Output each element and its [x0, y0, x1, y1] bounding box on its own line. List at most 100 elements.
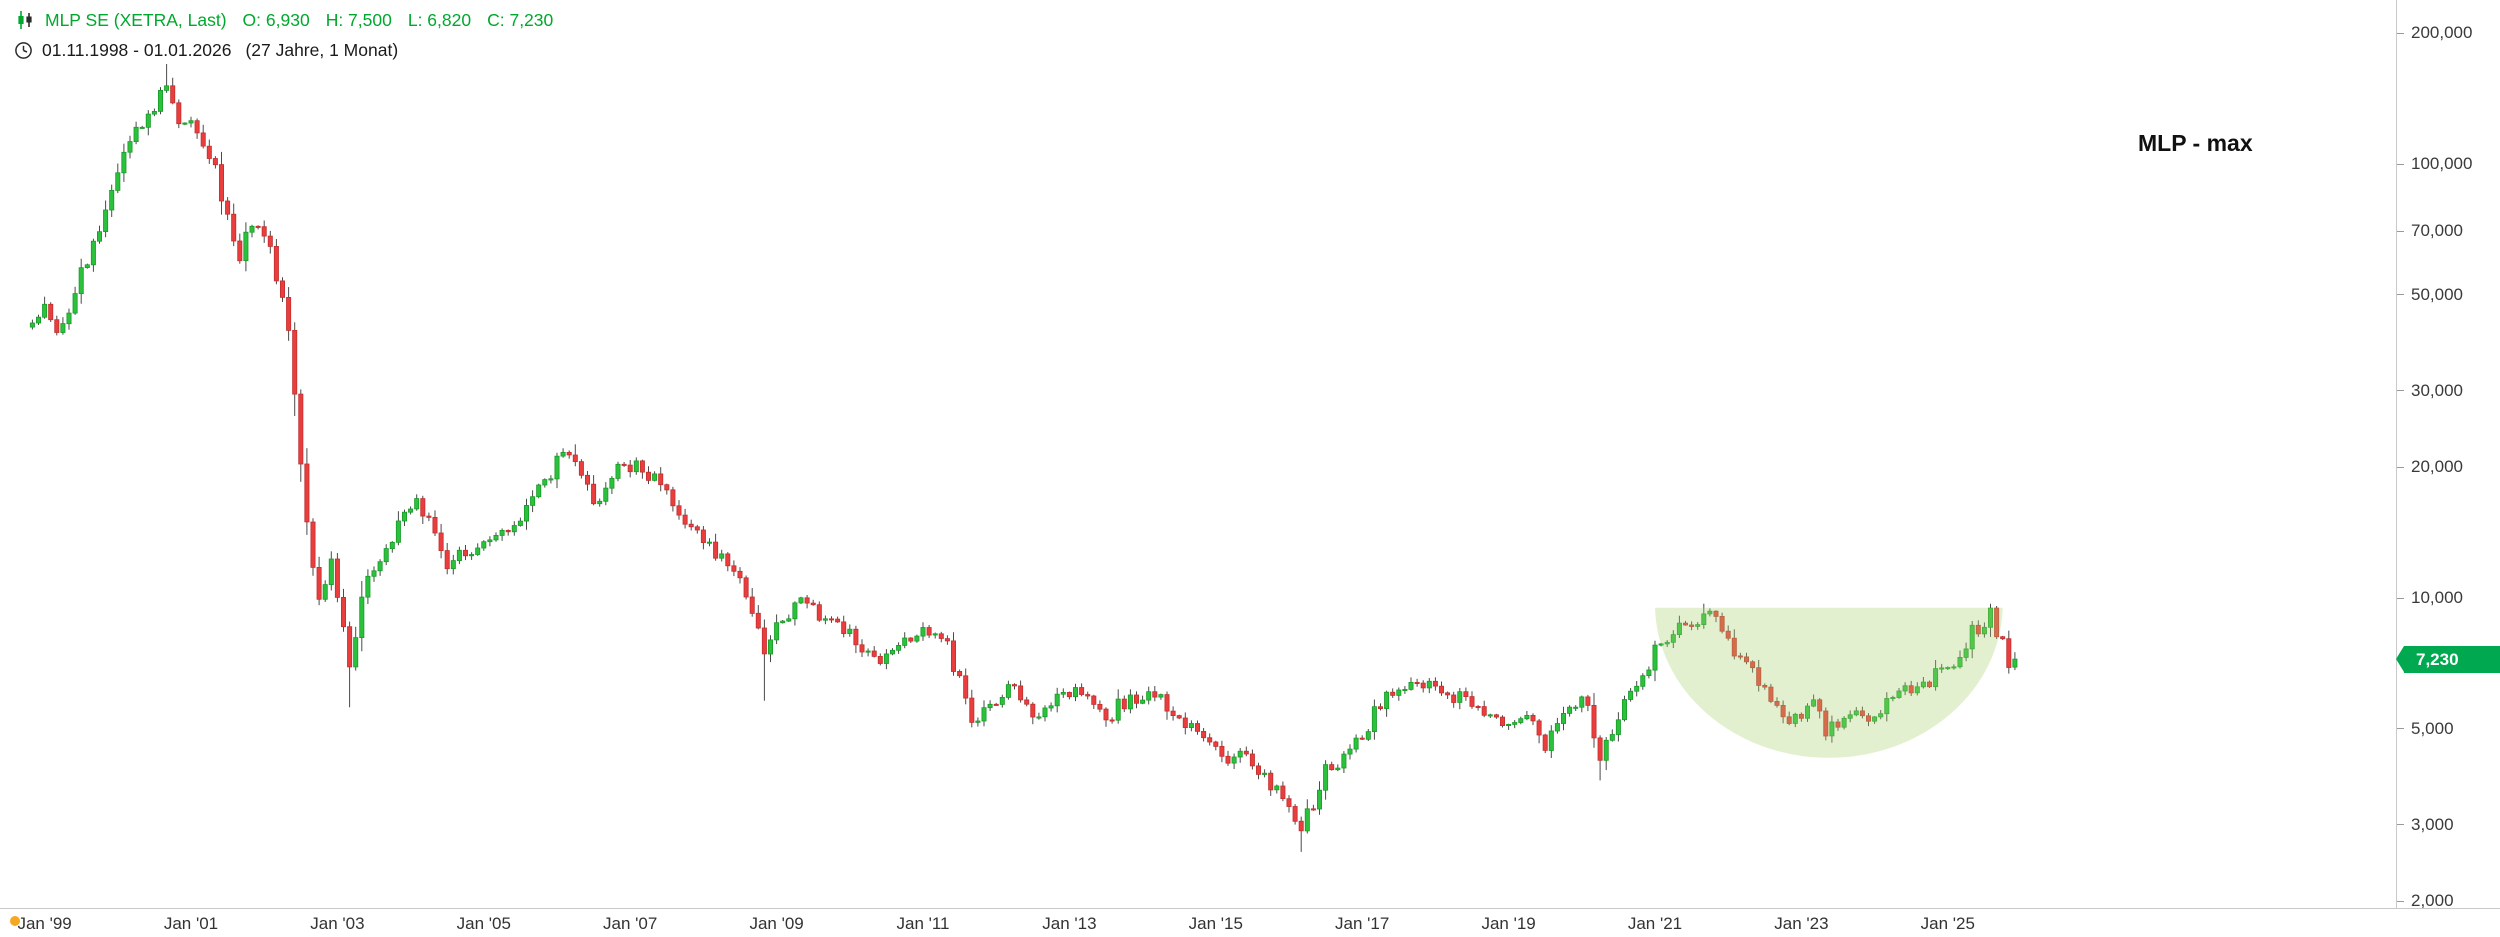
candlestick-icon: [18, 11, 32, 29]
candle-body: [1378, 706, 1384, 710]
candle-body: [1707, 610, 1713, 615]
candle-body: [1304, 808, 1310, 832]
candle-body: [1512, 722, 1518, 725]
candle-body: [1341, 753, 1347, 769]
candle-body: [432, 517, 438, 534]
candle-body: [1359, 737, 1365, 740]
candle-body: [1506, 724, 1512, 727]
close-value: C: 7,230: [487, 9, 554, 30]
candle-body: [1262, 772, 1268, 775]
tick-mark: [2397, 900, 2404, 902]
candle-body: [1249, 753, 1255, 767]
candle-body: [2006, 638, 2012, 668]
candle-body: [97, 231, 103, 242]
price-tick: 100,000: [2397, 154, 2472, 174]
candle-body: [115, 172, 121, 191]
candle-body: [774, 622, 780, 641]
candle-body: [786, 618, 792, 622]
candle-body: [1243, 750, 1249, 755]
candle-body: [932, 633, 938, 636]
candle-body: [1945, 667, 1951, 670]
time-tick-label: Jan '09: [749, 914, 804, 933]
time-axis[interactable]: Jan '99 Jan '01 Jan '03 Jan '05 Jan '07 Jan '…: [0, 908, 2500, 937]
price-tick: 3,000: [2397, 815, 2454, 835]
series-watermark-label: MLP - max: [2138, 130, 2253, 156]
candle-body: [1927, 681, 1933, 688]
candle-body: [261, 226, 267, 237]
candle-body: [859, 644, 865, 653]
candle-body: [841, 621, 847, 635]
candle-body: [1988, 607, 1994, 628]
price-tick-label: 20,000: [2411, 457, 2463, 477]
candle-body: [1408, 682, 1414, 690]
candlestick-chart-canvas[interactable]: [0, 0, 2396, 908]
candle-body: [487, 539, 493, 543]
candle-body: [176, 102, 182, 125]
candle-body: [1152, 691, 1158, 698]
candle-body: [1493, 714, 1499, 718]
candle-body: [267, 235, 273, 247]
candle-body: [1963, 648, 1969, 658]
candle-body: [481, 541, 487, 549]
price-tick: 20,000: [2397, 457, 2463, 477]
candle-body: [1792, 713, 1798, 724]
price-axis[interactable]: 200,000 100,000 70,000 50,000 30,000 20,000 10…: [2396, 0, 2500, 937]
candle-body: [462, 549, 468, 557]
candle-body: [1994, 607, 2000, 638]
candle-body: [1012, 684, 1018, 687]
candle-body: [1127, 694, 1133, 710]
time-tick-label: Jan '21: [1627, 914, 1683, 933]
time-tick-label: Jan '19: [1481, 914, 1536, 933]
candle-body: [1109, 719, 1115, 722]
candle-body: [1896, 690, 1902, 698]
candle-body: [737, 570, 743, 579]
candle-body: [389, 541, 395, 549]
candle-body: [377, 561, 383, 572]
candle-body: [475, 547, 481, 555]
candle-body: [560, 451, 566, 457]
candle-body: [1121, 698, 1127, 710]
candle-body: [1750, 661, 1756, 669]
candle-body: [1487, 714, 1493, 717]
candle-body: [1024, 699, 1030, 705]
candle-body: [60, 323, 66, 333]
candle-body: [1542, 734, 1548, 751]
candle-body: [1829, 721, 1835, 737]
candle-body: [1695, 624, 1701, 627]
candle-body: [200, 132, 206, 147]
candle-body: [944, 638, 950, 642]
candle-body: [1872, 716, 1878, 722]
candle-body: [273, 245, 279, 282]
candle-body: [524, 504, 530, 522]
candle-body: [883, 653, 889, 664]
candles-layer: [29, 64, 2018, 852]
candle-body: [90, 240, 96, 266]
candle-body: [1451, 694, 1457, 703]
candle-body: [359, 596, 365, 638]
time-tick-label: Jan '07: [603, 914, 658, 933]
candle-body: [768, 639, 774, 655]
price-tick-label: 3,000: [2411, 814, 2454, 834]
candle-body: [676, 505, 682, 516]
candle-body: [450, 560, 456, 570]
candle-body: [1859, 710, 1865, 717]
candle-body: [1463, 691, 1469, 698]
candle-body: [1658, 643, 1664, 646]
price-tick-label: 2,000: [2411, 891, 2454, 911]
candle-body: [646, 471, 652, 481]
candle-body: [1371, 706, 1377, 733]
candle-body: [1219, 746, 1225, 757]
candle-body: [2012, 658, 2018, 668]
price-tick: 50,000: [2397, 285, 2463, 305]
rounding-bottom-annotation[interactable]: [1655, 607, 2003, 758]
candle-body: [109, 189, 115, 211]
candle-body: [1048, 705, 1054, 709]
tick-mark: [2397, 390, 2404, 392]
candle-body: [896, 645, 902, 651]
candle-body: [890, 649, 896, 655]
candle-body: [694, 526, 700, 531]
candle-body: [1597, 737, 1603, 761]
candle-body: [1823, 710, 1829, 737]
price-tick: 200,000: [2397, 23, 2472, 43]
candle-body: [182, 122, 188, 125]
